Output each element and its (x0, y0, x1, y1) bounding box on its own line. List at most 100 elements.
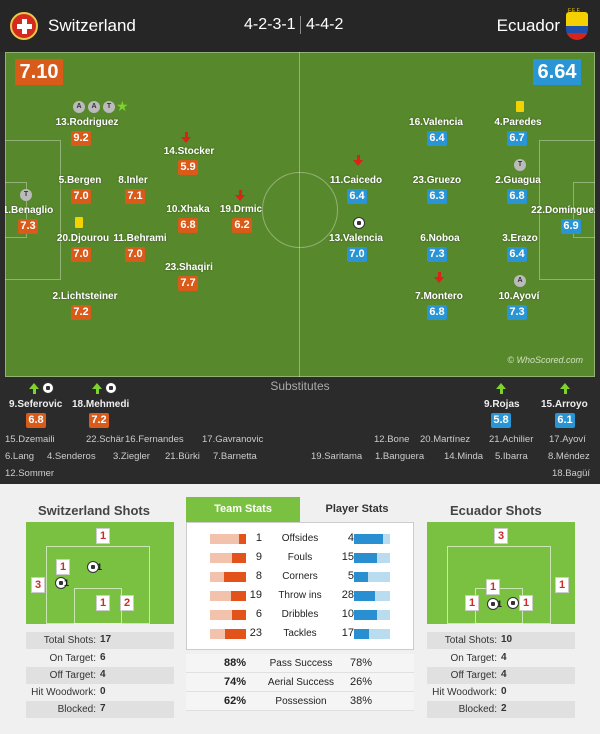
bench-player[interactable]: 5.Ibarra (495, 451, 528, 462)
bench-player[interactable]: 6.Lang (5, 451, 35, 462)
bench-player[interactable]: 7.Barnetta (213, 451, 257, 462)
player-rating: 7.0 (71, 189, 91, 204)
player-name: 3.Erazo (502, 233, 538, 244)
summary-value: 4 (501, 652, 507, 663)
away-bar-fill (354, 610, 377, 620)
home-penalty-box (5, 140, 61, 280)
player-name: 2.Guagua (495, 175, 541, 186)
shot-zone-count[interactable]: 1 (96, 528, 110, 544)
home-team-name[interactable]: Switzerland (48, 16, 136, 35)
player-rating: 6.2 (232, 218, 252, 233)
home-percent: 62% (224, 695, 247, 707)
bench-player[interactable]: 16.Fernandes (125, 434, 184, 445)
away-stat-value: 4 (347, 532, 354, 544)
away-bar-fill (354, 591, 375, 601)
bench-player[interactable]: 15.Dzemaili (5, 434, 55, 445)
shot-zone-count[interactable]: 1 (96, 595, 110, 611)
bench-player[interactable]: 18.Bagüí (552, 468, 591, 479)
sub-off-icon (353, 155, 363, 166)
shot-zone-count[interactable]: 1 (555, 577, 569, 593)
player-name: 22.Domínguez (531, 205, 595, 216)
stat-row: 23 Tackles 17 (186, 625, 414, 644)
percent-row: 74% Aerial Success 26% (186, 673, 414, 692)
bench-player[interactable]: 12.Sommer (5, 468, 55, 479)
switzerland-flag-icon (10, 12, 38, 40)
shot-zone-count[interactable]: 1 (56, 559, 70, 575)
touch-badge-icon: T (514, 159, 526, 171)
home-formation: 4-2-3-1 (244, 16, 296, 33)
player-name: 6.Noboa (420, 233, 460, 244)
substitutes-heading: Substitutes (270, 379, 330, 393)
bench-player[interactable]: 14.Minda (444, 451, 484, 462)
summary-label: Hit Woodwork: (31, 687, 96, 698)
bench-player[interactable]: 21.Achilier (489, 434, 534, 445)
shot-zone-count[interactable]: 3 (31, 577, 45, 593)
player-rating: 6.4 (427, 131, 447, 146)
shot-zone-count[interactable]: 2 (120, 595, 134, 611)
touch-badge-icon: T (103, 101, 115, 113)
shot-ball-icon (487, 598, 499, 610)
summary-value: 4 (501, 669, 507, 680)
tab-team-stats[interactable]: Team Stats (186, 497, 300, 522)
player-rating: 6.8 (507, 189, 527, 204)
player-name: 20.Djourou (56, 233, 110, 244)
percent-label: Aerial Success (267, 677, 335, 688)
player-name: 23.Gruezo (412, 175, 462, 186)
summary-label: On Target: (49, 653, 96, 664)
summary-label: Total Shots: (43, 635, 96, 646)
bench-player[interactable]: 12.Bone (374, 434, 410, 445)
summary-row: Blocked: 2 (427, 701, 575, 718)
percent-label: Possession (275, 696, 327, 707)
man-of-match-star-icon: ★ (116, 98, 129, 114)
shot-zone-count[interactable]: 3 (494, 528, 508, 544)
home-stat-value: 23 (249, 627, 262, 639)
ecuador-flag-icon (566, 12, 588, 40)
goal-ball-icon (353, 217, 365, 229)
percent-label: Pass Success (269, 658, 333, 669)
home-bar-track (210, 534, 246, 544)
sub-off-icon (235, 190, 245, 201)
player-rating: 6.4 (347, 189, 367, 204)
away-stat-value: 15 (341, 551, 354, 563)
center-circle (262, 172, 338, 248)
player-rating: 7.3 (507, 305, 527, 320)
bench-player[interactable]: 19.Saritama (311, 451, 363, 462)
summary-label: Hit Woodwork: (432, 687, 497, 698)
bench-player[interactable]: 17.Ayoví (549, 434, 586, 445)
whoscored-watermark: © WhoScored.com (507, 355, 583, 365)
player-name: 4.Paredes (494, 117, 542, 128)
bench-player[interactable]: 17.Gavranovic (202, 434, 264, 445)
bench-player[interactable]: 4.Senderos (47, 451, 96, 462)
bench-player[interactable]: 8.Méndez (548, 451, 590, 462)
shot-zone-count[interactable]: 1 (486, 579, 500, 595)
player-rating: 7.0 (71, 247, 91, 262)
stat-label: Dribbles (281, 609, 319, 620)
player-rating: 9.2 (71, 131, 91, 146)
player-name: 23.Shaqiri (165, 262, 213, 273)
stat-label: Corners (282, 571, 318, 582)
player-rating: 7.3 (427, 247, 447, 262)
bench-player[interactable]: 22.Schär (86, 434, 125, 445)
summary-label: On Target: (450, 653, 497, 664)
summary-row: Off Target: 4 (26, 667, 174, 684)
player-name: 10.Ayoví (498, 291, 540, 302)
bench-player[interactable]: 3.Ziegler (113, 451, 150, 462)
player-rating: 7.7 (178, 276, 198, 291)
bench-player[interactable]: 20.Martínez (420, 434, 471, 445)
stat-label: Tackles (283, 628, 317, 639)
home-six-yard-box (5, 182, 27, 238)
shot-zone-count[interactable]: 1 (465, 595, 479, 611)
shot-zone-count[interactable]: 1 (519, 595, 533, 611)
away-formation: 4-4-2 (306, 16, 344, 33)
bench-player[interactable]: 21.Bürki (165, 451, 200, 462)
percent-row: 88% Pass Success 78% (186, 654, 414, 673)
player-rating: 7.0 (125, 247, 145, 262)
goal-ball-icon (105, 382, 117, 394)
summary-row: On Target: 4 (427, 650, 575, 667)
shot-ball-icon (55, 577, 67, 589)
tab-player-stats[interactable]: Player Stats (300, 497, 414, 522)
player-rating: 7.1 (125, 189, 145, 204)
bench-player[interactable]: 1.Banguera (375, 451, 425, 462)
player-name: 19.Drmic (219, 204, 263, 215)
away-team-name[interactable]: Ecuador (496, 16, 560, 35)
